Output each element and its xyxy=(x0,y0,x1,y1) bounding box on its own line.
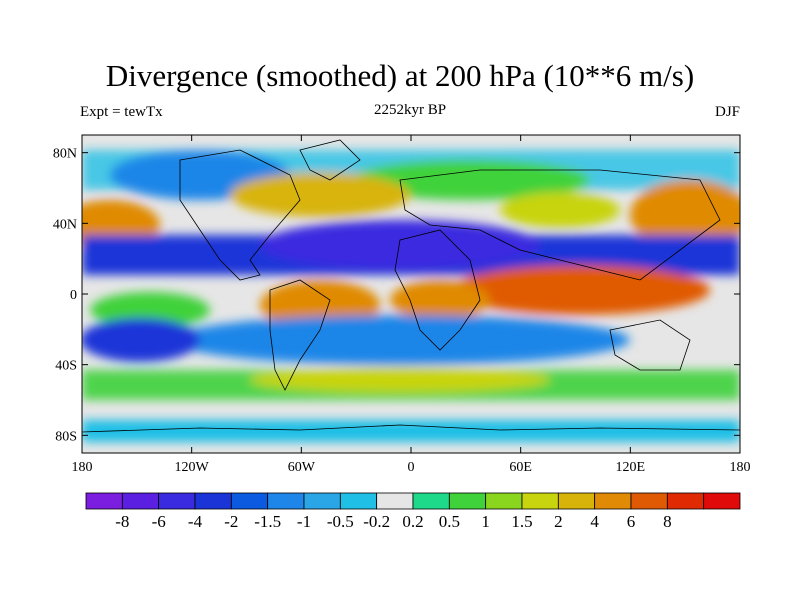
lon-tick-label: 120W xyxy=(175,460,210,475)
contour-orange-africa xyxy=(390,280,490,320)
colorbar-label: -2 xyxy=(224,512,238,531)
colorbar-swatch xyxy=(303,492,341,510)
contour-green-pacific xyxy=(90,292,210,328)
coast-south-america xyxy=(269,279,331,391)
colorbar-swatch xyxy=(485,492,523,510)
contour-orange-npacific xyxy=(630,180,740,250)
colorbar-swatch xyxy=(666,492,705,510)
colorbar-label: -6 xyxy=(152,512,166,531)
contour-yellow-asia xyxy=(500,192,620,228)
coast-greenland xyxy=(299,139,361,181)
contour-red-indian xyxy=(450,265,710,315)
colorbar-label: 1 xyxy=(481,512,490,531)
contour-blue-south xyxy=(170,315,630,365)
experiment-label: Expt = tewTx xyxy=(80,104,163,120)
colorbar-label: -1 xyxy=(297,512,311,531)
divergence-field xyxy=(82,135,740,453)
coast-australia xyxy=(609,319,691,371)
season-label: DJF xyxy=(714,104,740,120)
coastlines xyxy=(82,139,740,433)
time-label: 2252kyr BP xyxy=(373,102,447,118)
contour-yellow-south xyxy=(250,368,550,392)
colorbar-swatch xyxy=(630,492,668,510)
colorbar-label: -8 xyxy=(115,512,129,531)
colorbar-swatch xyxy=(339,492,378,510)
colorbar-swatch xyxy=(703,492,741,510)
lon-tick-label: 180 xyxy=(72,460,93,475)
colorbar: -8 -6 -4 -2 -1.5 -1 -0.5 -0.2 0.2 0.5 1 1.5 2 4 6 8 xyxy=(85,492,741,531)
lat-tick-label: 40N xyxy=(53,217,77,232)
lat-tick-label: 80S xyxy=(55,429,77,444)
lon-tick-label: 60E xyxy=(509,460,532,475)
latitude-axis: 80N 40N 0 40S 80S xyxy=(53,147,740,444)
lat-tick-label: 40S xyxy=(55,359,77,374)
colorbar-swatch xyxy=(557,492,596,510)
colorbar-swatch xyxy=(121,492,160,510)
colorbar-swatch xyxy=(267,492,305,510)
coast-africa xyxy=(394,229,481,351)
contour-fill xyxy=(82,150,740,442)
plot-title: Divergence (smoothed) at 200 hPa (10**6 … xyxy=(105,58,695,93)
colorbar-label: -0.5 xyxy=(327,512,354,531)
contour-deep-blue xyxy=(260,220,540,270)
lon-tick-label: 120E xyxy=(616,460,646,475)
colorbar-label: 1.5 xyxy=(511,512,532,531)
colorbar-label: 6 xyxy=(627,512,636,531)
lat-tick-label: 80N xyxy=(53,147,77,162)
colorbar-swatch xyxy=(594,492,632,510)
colorbar-label: -1.5 xyxy=(254,512,281,531)
colorbar-swatch xyxy=(230,492,269,510)
colorbar-swatch xyxy=(412,492,450,510)
colorbar-swatch xyxy=(521,492,559,510)
contour-yellow-atlantic xyxy=(230,173,410,217)
colorbar-swatch xyxy=(85,492,123,510)
colorbar-swatch xyxy=(376,492,414,510)
colorbar-label: 0.5 xyxy=(439,512,460,531)
colorbar-swatch xyxy=(194,492,232,510)
colorbar-label: -0.2 xyxy=(363,512,390,531)
lat-tick-label: 0 xyxy=(70,288,77,303)
coast-eurasia xyxy=(399,169,721,281)
coast-antarctica xyxy=(82,424,740,433)
colorbar-swatch xyxy=(158,492,196,510)
contour-darkblue-southpac xyxy=(82,318,200,362)
colorbar-label: 2 xyxy=(554,512,563,531)
colorbar-label: 8 xyxy=(663,512,672,531)
colorbar-label: 4 xyxy=(590,512,599,531)
colorbar-label: -4 xyxy=(188,512,203,531)
lon-tick-label: 180 xyxy=(730,460,751,475)
lon-tick-label: 0 xyxy=(408,460,415,475)
contour-band-antarctic xyxy=(82,420,740,442)
colorbar-swatch xyxy=(448,492,487,510)
longitude-axis: 180 120W 60W 0 60E 120E 180 xyxy=(72,135,751,475)
coast-north-america xyxy=(179,149,301,281)
colorbar-label: 0.2 xyxy=(402,512,423,531)
lon-tick-label: 60W xyxy=(288,460,316,475)
